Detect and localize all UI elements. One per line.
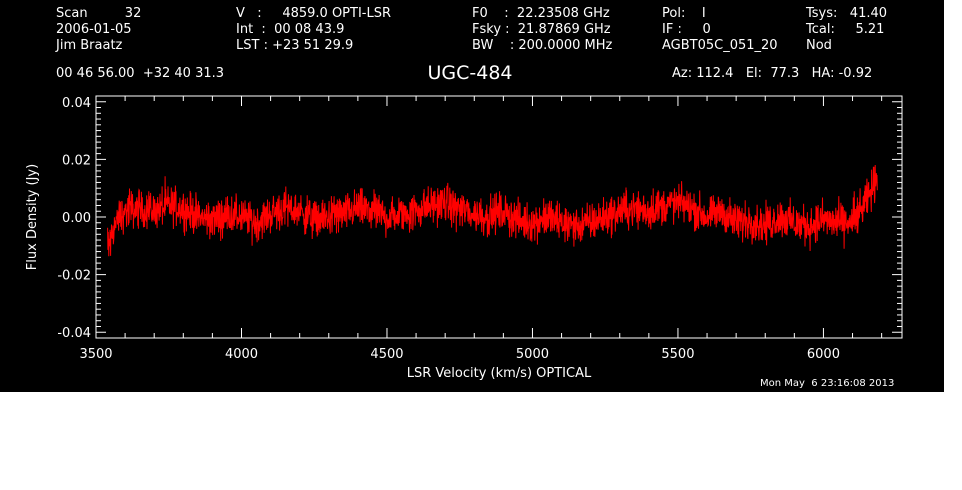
y-tick-label: -0.04 xyxy=(57,326,91,341)
header-observer: Jim Braatz xyxy=(56,38,123,53)
header-f0: F0 : 22.23508 GHz xyxy=(472,6,610,21)
header-pol: Pol: I xyxy=(662,6,706,21)
header-az-el-ha: Az: 112.4 El: 77.3 HA: -0.92 xyxy=(672,66,873,81)
header-if: IF : 0 xyxy=(662,22,711,37)
header-velocity: V : 4859.0 OPTI-LSR xyxy=(236,6,392,21)
header-tsys: Tsys: 41.40 xyxy=(806,6,888,21)
header-coordinates: 00 46 56.00 +32 40 31.3 xyxy=(56,66,225,81)
header-scan: Scan 32 xyxy=(56,6,142,21)
plot-timestamp: Mon May 6 23:16:08 2013 xyxy=(760,378,895,389)
x-tick-label: 4000 xyxy=(225,347,258,362)
x-tick-label: 5000 xyxy=(516,347,549,362)
x-tick-label: 4500 xyxy=(370,347,403,362)
header-tcal: Tcal: 5.21 xyxy=(806,22,885,37)
chart-title: UGC-484 xyxy=(427,62,513,84)
spectrum-chart: 3500 4000 4500 5000 5500 6000 -0.04 -0.02 0.00 0.… xyxy=(25,95,903,381)
plot-window: Scan 32 2006-01-05 Jim Braatz V : 4859.0… xyxy=(0,0,944,392)
y-tick-label: 0.02 xyxy=(62,153,91,168)
header-lst: LST : +23 51 29.9 xyxy=(236,38,354,53)
y-tick-label: 0.00 xyxy=(62,211,91,226)
header-procedure: Nod xyxy=(806,38,832,53)
y-tick-label: -0.02 xyxy=(57,269,91,284)
x-tick-label: 3500 xyxy=(79,347,112,362)
header-project: AGBT05C_051_20 xyxy=(662,38,778,53)
header-integration: Int : 00 08 43.9 xyxy=(236,22,345,37)
spectrum-trace xyxy=(107,164,878,257)
y-tick-label: 0.04 xyxy=(62,96,91,111)
x-tick-label: 6000 xyxy=(807,347,840,362)
header-date: 2006-01-05 xyxy=(56,22,132,37)
x-tick-label: 5500 xyxy=(661,347,694,362)
x-axis-label: LSR Velocity (km/s) OPTICAL xyxy=(407,366,592,381)
header-fsky: Fsky : 21.87869 GHz xyxy=(472,22,611,37)
header-bandwidth: BW : 200.0000 MHz xyxy=(472,38,613,53)
y-axis-label: Flux Density (Jy) xyxy=(25,164,40,270)
